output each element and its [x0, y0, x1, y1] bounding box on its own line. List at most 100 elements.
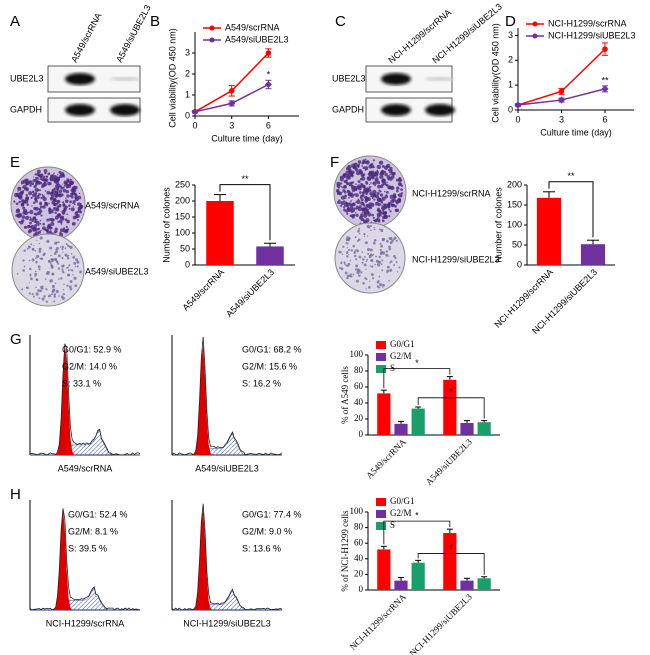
flow-g1-peak [172, 509, 282, 610]
blot-band [381, 104, 411, 116]
colony [389, 237, 393, 241]
colony [396, 186, 400, 190]
colony [37, 265, 41, 269]
colony [39, 178, 42, 180]
colony [28, 191, 33, 196]
colony [49, 226, 53, 230]
bar [394, 423, 408, 435]
colony [68, 264, 71, 267]
colony [394, 204, 397, 208]
colony [366, 235, 369, 237]
colony [379, 242, 382, 245]
colony [30, 196, 33, 199]
colony [51, 284, 55, 289]
colony [375, 259, 379, 263]
colony [62, 251, 64, 253]
colony [27, 211, 30, 214]
colony [379, 248, 382, 252]
panel-label: F [330, 154, 339, 171]
panel-label: G [10, 331, 22, 348]
colony [43, 182, 48, 187]
colony [64, 199, 69, 203]
colony [350, 170, 355, 175]
x-tick-label: NCI-H1299/scrRNA [348, 591, 408, 651]
colony [45, 175, 48, 178]
blot-band [425, 104, 455, 116]
x-axis-label: Culture time (day) [540, 127, 612, 137]
colony [365, 288, 367, 290]
colony [48, 172, 50, 174]
colony [71, 269, 74, 272]
colony [340, 185, 343, 188]
colony [358, 274, 361, 277]
colony [52, 218, 55, 222]
colony [373, 172, 378, 177]
colony [73, 203, 76, 206]
significance-bracket [383, 520, 451, 545]
colony [371, 196, 374, 199]
colony [385, 168, 388, 170]
legend-label: G0/G1 [390, 496, 415, 506]
colony [26, 286, 29, 290]
colony [361, 176, 366, 181]
colony [338, 191, 343, 196]
colony [381, 269, 384, 272]
colony [39, 202, 42, 206]
colony [344, 194, 347, 197]
marker [557, 96, 566, 104]
colony [374, 177, 379, 182]
bar [477, 578, 491, 590]
colony [42, 205, 46, 209]
annotation: * [449, 387, 453, 397]
colony [360, 173, 365, 178]
colony-dish [11, 233, 85, 307]
colony [345, 170, 350, 175]
colony [48, 294, 52, 298]
colony-label: NCI-H1299/scrRNA [412, 188, 491, 198]
colony [346, 276, 349, 280]
colony [41, 185, 44, 189]
colony [22, 269, 26, 272]
y-tick-label: 100 [350, 349, 364, 359]
colony [49, 230, 52, 233]
colony [381, 164, 385, 168]
colony [31, 293, 34, 296]
colony [342, 189, 346, 193]
colony [360, 198, 364, 202]
legend-swatch [376, 498, 386, 506]
y-tick-label: 1 [185, 89, 190, 99]
colony [64, 247, 67, 250]
colony [54, 199, 57, 202]
colony [388, 215, 391, 218]
colony [389, 268, 393, 272]
colony [57, 254, 61, 258]
colony [388, 245, 391, 249]
colony [45, 300, 48, 303]
colony [24, 188, 27, 190]
colony [361, 258, 365, 261]
colony [61, 245, 65, 249]
colony [363, 235, 366, 238]
colony [355, 249, 357, 251]
colony [400, 184, 404, 187]
marker [191, 108, 199, 116]
colony [53, 201, 56, 203]
colony [39, 205, 43, 209]
colony [342, 184, 347, 189]
colony [61, 268, 64, 271]
blot-band [381, 73, 411, 85]
colony [338, 250, 342, 254]
colony [22, 208, 28, 213]
colony [44, 228, 47, 232]
colony [41, 297, 45, 301]
colony [349, 206, 354, 210]
flow-outline [171, 336, 283, 456]
colony [387, 206, 390, 209]
colony [23, 249, 26, 253]
colony [26, 188, 29, 192]
colony [34, 187, 39, 193]
colony [36, 181, 39, 184]
colony [58, 278, 60, 280]
colony [49, 279, 53, 283]
colony [70, 207, 75, 212]
